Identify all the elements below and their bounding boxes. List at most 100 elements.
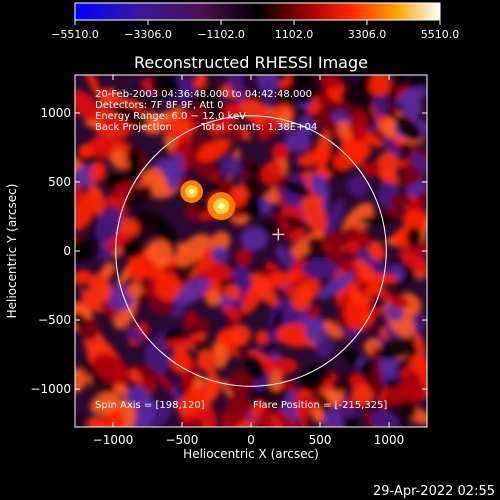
y-tick-label: 1000 [40, 106, 71, 120]
image-pixel [402, 209, 427, 232]
image-pixel [388, 294, 410, 309]
image-pixel [244, 355, 265, 380]
image-pixel [219, 155, 243, 178]
axis-ticks: −1000 −500 0 500 1000 1000 500 0 −500 −1000 [30, 75, 427, 447]
x-tick-label: −500 [165, 433, 198, 447]
image-pixel [225, 75, 246, 102]
image-pixel [124, 185, 153, 211]
image-pixel [175, 277, 210, 305]
image-pixel [371, 305, 384, 317]
image-pixel [136, 209, 160, 231]
image-pixel [323, 319, 343, 340]
image-pixel [323, 198, 345, 238]
image-pixel [155, 272, 182, 302]
image-pixel [279, 108, 293, 128]
image-pixel [205, 290, 222, 307]
image-pixel [274, 410, 304, 427]
image-pixel [75, 367, 87, 393]
image-pixel [166, 152, 185, 191]
y-tick-label: 0 [63, 244, 71, 258]
colorbar-tick-label: −5510.0 [51, 28, 99, 41]
image-pixel [174, 233, 211, 267]
image-pixel [75, 412, 85, 427]
image-pixel [234, 248, 253, 267]
image-pixel [84, 75, 101, 97]
solar-limb-circle [115, 115, 387, 387]
image-pixel [301, 258, 339, 280]
image-pixel [129, 261, 168, 280]
x-tick-label: 500 [309, 433, 332, 447]
image-pixel [207, 263, 233, 282]
image-pixel [281, 216, 308, 229]
image-pixel [169, 115, 192, 135]
image-pixel [344, 240, 360, 255]
colorbar [74, 2, 441, 21]
image-pixel [223, 284, 241, 300]
image-pixel [129, 369, 143, 384]
image-pixel [229, 324, 251, 346]
flare-source-core [189, 189, 194, 194]
image-pixel [181, 410, 205, 422]
image-pixel [320, 75, 341, 89]
colorbar-tick-label: 3306.0 [348, 28, 387, 41]
image-pixel [222, 304, 242, 321]
annotation-line: Back Projection [95, 122, 172, 133]
image-pixel [112, 181, 135, 201]
image-pixel [75, 89, 101, 121]
annotation-line: Energy Range: 6.0 − 12.0 keV [95, 111, 246, 122]
flare-position-label: Flare Position = [-215,325] [253, 400, 387, 411]
image-pixel [151, 75, 180, 101]
image-pixel [396, 86, 427, 106]
image-pixel [239, 98, 270, 125]
image-pixel [271, 142, 290, 164]
image-pixel [264, 79, 273, 109]
image-pixel [75, 269, 93, 285]
image-pixel [86, 416, 105, 427]
colorbar-tick-label: 1102.0 [275, 28, 314, 41]
image-pixel [350, 289, 365, 305]
chart-title: Reconstructed RHESSI Image [134, 53, 368, 72]
image-pixel [304, 319, 327, 344]
image-pixel [353, 258, 376, 281]
colorbar-tick-label: 5510.0 [421, 28, 460, 41]
image-pixel [378, 337, 416, 360]
image-pixel [351, 384, 374, 406]
image-pixel [290, 75, 311, 86]
image-pixel [361, 161, 382, 177]
image-pixel [372, 361, 383, 393]
image-pixel [250, 400, 265, 418]
image-pixel [112, 103, 148, 127]
image-pixel [359, 215, 397, 225]
image-pixel [88, 272, 111, 304]
image-pixel [389, 193, 412, 207]
image-pixel [80, 317, 100, 341]
image-pixel [92, 352, 129, 385]
image-pixel [297, 150, 331, 167]
image-pixel [89, 161, 106, 183]
annotations: 20-Feb-2003 04:36:48.000 to 04:42:48.000… [95, 89, 317, 133]
image-pixel [295, 392, 308, 427]
image-pixel [206, 100, 226, 123]
x-tick-label: 1000 [374, 433, 405, 447]
image-pixel [283, 179, 312, 198]
image-pixel [373, 94, 389, 118]
image-pixel [240, 227, 268, 251]
image-pixel [196, 350, 217, 372]
image-pixel [183, 203, 201, 221]
image-pixel [301, 193, 327, 234]
image-pixel [118, 128, 133, 142]
image-pixel [127, 282, 143, 298]
image-pixel [182, 387, 206, 413]
image-pixel [210, 246, 229, 263]
image-pixel [322, 410, 345, 427]
image-pixel [146, 239, 174, 267]
y-tick-label: −1000 [30, 382, 71, 396]
image-pixel [126, 146, 142, 169]
image-pixel [371, 409, 401, 427]
y-tick-label: −500 [38, 313, 71, 327]
image-pixel [96, 88, 119, 103]
image-pixel [260, 160, 283, 184]
image-pixel [389, 75, 406, 109]
image-pixel [121, 240, 144, 258]
